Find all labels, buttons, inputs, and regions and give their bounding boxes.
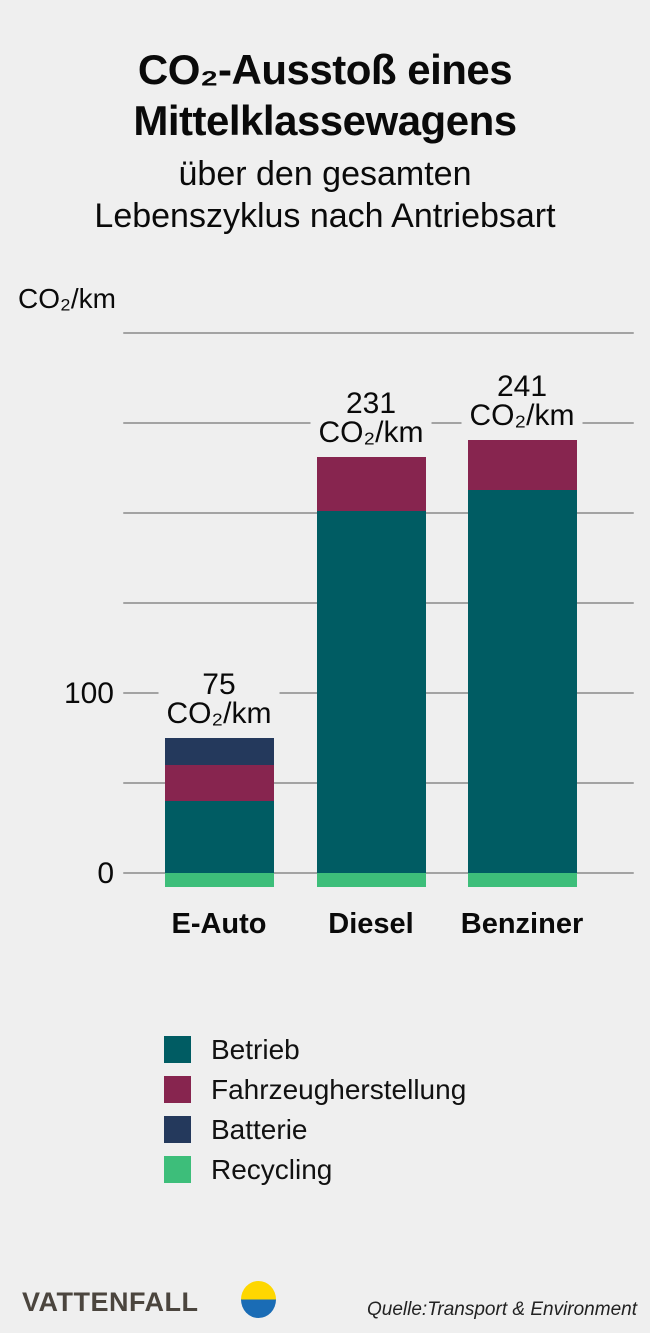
bar-diesel-segment-fahrzeugherstellung — [317, 457, 426, 511]
subtitle-line-1: über den gesamten — [178, 155, 472, 193]
legend-label: Batterie — [211, 1113, 308, 1145]
bar-value-label-line: CO₂/km — [318, 416, 424, 449]
legend: Betrieb Fahrzeugherstellung Batterie Recycl… — [164, 1033, 467, 1196]
bar-e-auto-segment-batterie — [165, 738, 274, 765]
category-label-benziner: Benziner — [460, 908, 584, 940]
legend-swatch — [164, 1116, 191, 1143]
bar-e-auto-segment-recycling — [165, 873, 274, 887]
legend-item-fahrzeugherstellung: Fahrzeugherstellung — [164, 1073, 467, 1105]
bar-value-label-line: 231 — [345, 387, 397, 420]
y-tick-0: 0 — [97, 857, 114, 890]
legend-swatch — [164, 1036, 191, 1063]
y-axis-unit-label: CO₂/km — [18, 283, 116, 314]
bar-e-auto-segment-fahrzeugherstellung — [165, 765, 274, 801]
bar-value-label-line: CO₂/km — [469, 399, 575, 432]
legend-label: Fahrzeugherstellung — [211, 1073, 467, 1105]
bar-value-label-e-auto: 75 CO₂/km — [158, 668, 280, 730]
bar-value-label-line: 241 — [496, 370, 548, 403]
bar-diesel-segment-betrieb — [317, 511, 426, 873]
vattenfall-logo-icon — [241, 1281, 276, 1318]
legend-swatch — [164, 1156, 191, 1183]
bar-value-label-diesel: 231 CO₂/km — [310, 387, 432, 449]
bar-value-label-line: 75 — [202, 668, 236, 701]
category-label-e-auto: E-Auto — [171, 908, 267, 940]
bar-value-label-line: CO₂/km — [166, 697, 272, 730]
header: CO₂-Ausstoß eines Mittelklassewagens über… — [0, 44, 650, 237]
gridline-300 — [123, 332, 634, 334]
legend-item-batterie: Batterie — [164, 1113, 466, 1145]
bar-benziner-segment-fahrzeugherstellung — [468, 440, 577, 490]
bar-benziner-segment-betrieb — [468, 490, 577, 873]
title-line-2: Mittelklassewagens — [133, 97, 517, 144]
legend-item-betrieb: Betrieb — [164, 1033, 466, 1065]
subtitle-line-2: Lebenszyklus nach Antriebsart — [94, 197, 556, 235]
bar-e-auto-segment-betrieb — [165, 801, 274, 873]
page-title: CO₂-Ausstoß eines Mittelklassewagens — [0, 44, 650, 146]
category-label-diesel: Diesel — [328, 908, 414, 940]
page-subtitle: über den gesamten Lebenszyklus nach Antri… — [0, 153, 650, 237]
vattenfall-wordmark: VATTENFALL — [22, 1287, 199, 1317]
bar-value-label-benziner: 241 CO₂/km — [461, 370, 583, 432]
bar-benziner-segment-recycling — [468, 873, 577, 887]
source-text: Quelle:Transport & Environment — [367, 1299, 637, 1320]
legend-item-recycling: Recycling — [164, 1153, 466, 1185]
legend-swatch — [164, 1076, 191, 1103]
bar-diesel-segment-recycling — [317, 873, 426, 887]
legend-label: Recycling — [211, 1153, 333, 1185]
title-line-1: CO₂-Ausstoß eines — [137, 46, 513, 93]
legend-label: Betrieb — [211, 1033, 300, 1065]
y-tick-100: 100 — [63, 677, 114, 710]
